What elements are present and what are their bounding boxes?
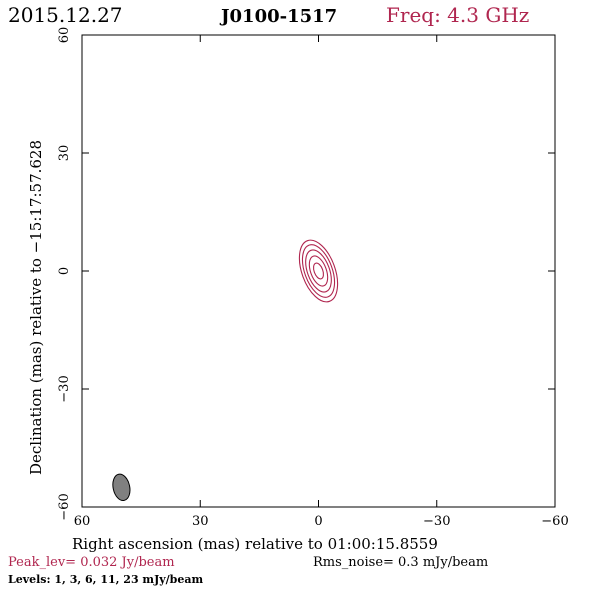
beam-group bbox=[112, 473, 131, 502]
observation-date: 2015.12.27 bbox=[8, 3, 123, 27]
contour-level-11 bbox=[308, 255, 329, 287]
y-tick-label: −60 bbox=[57, 493, 72, 520]
contour-group bbox=[298, 239, 339, 303]
contour-level-1 bbox=[298, 239, 339, 303]
peak-level: Peak_lev= 0.032 Jy/beam bbox=[8, 555, 175, 570]
contour-level-23 bbox=[312, 262, 325, 280]
y-tick-label: 60 bbox=[57, 27, 72, 44]
x-tick-label: 0 bbox=[314, 514, 322, 529]
x-tick-label: −60 bbox=[541, 514, 568, 529]
rms-noise: Rms_noise= 0.3 mJy/beam bbox=[313, 555, 488, 570]
y-tick-label: −30 bbox=[57, 375, 72, 402]
y-tick-label: 0 bbox=[57, 267, 72, 275]
y-tick-label: 30 bbox=[57, 145, 72, 162]
x-tick-label: −30 bbox=[423, 514, 450, 529]
source-name: J0100-1517 bbox=[219, 6, 337, 27]
frequency-label: Freq: 4.3 GHz bbox=[386, 3, 529, 27]
beam-ellipse bbox=[112, 473, 131, 502]
x-axis-ticks: 60 30 0 −30 −60 bbox=[74, 35, 569, 529]
contour-level-6 bbox=[305, 249, 332, 293]
y-axis-ticks: 60 30 0 −30 −60 bbox=[57, 27, 555, 521]
x-tick-label: 30 bbox=[192, 514, 209, 529]
x-axis-title: Right ascension (mas) relative to 01:00:… bbox=[72, 535, 438, 553]
plot-frame bbox=[81, 34, 556, 508]
contour-levels: Levels: 1, 3, 6, 11, 23 mJy/beam bbox=[8, 573, 203, 586]
y-axis-title: Declination (mas) relative to −15:17:57.… bbox=[27, 140, 45, 475]
contour-level-3 bbox=[301, 244, 336, 298]
x-tick-label: 60 bbox=[74, 514, 91, 529]
